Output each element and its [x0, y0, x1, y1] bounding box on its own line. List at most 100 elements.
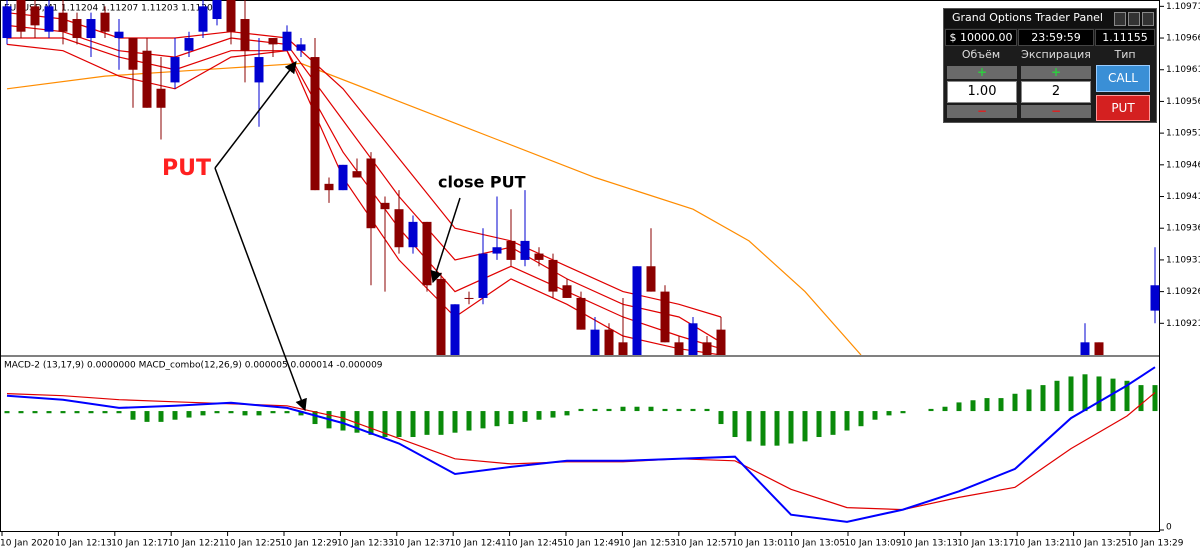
candle-body: [618, 342, 628, 355]
histogram-bar: [508, 411, 514, 425]
x-tick-label: 10 Jan 12:41: [450, 539, 507, 549]
candle-body: [548, 259, 558, 292]
time: 23:59:59: [1018, 29, 1094, 46]
candle-body: [2, 6, 12, 39]
histogram-bar: [130, 411, 136, 420]
expiration-input[interactable]: 2: [1021, 81, 1091, 103]
candle-body: [380, 202, 390, 210]
histogram-bar: [564, 411, 570, 416]
x-tick-label: 10 Jan 13:09: [845, 539, 902, 549]
candle-body: [212, 0, 222, 20]
x-tick-label: 10 Jan 12:45: [506, 539, 563, 549]
candle-body: [296, 44, 306, 51]
histogram-bar: [214, 411, 220, 414]
label: Экспирация: [1021, 48, 1091, 61]
candle-body: [170, 57, 180, 83]
candle-body: [44, 6, 54, 32]
title-bar: [944, 9, 1156, 28]
candle-body: [30, 6, 40, 26]
histogram-bar: [1124, 380, 1130, 412]
put-button[interactable]: PUT: [1096, 95, 1150, 121]
histogram-bar: [1026, 389, 1032, 412]
plus-button[interactable]: +: [1021, 66, 1091, 79]
histogram-bar: [4, 411, 10, 414]
histogram-bar: [172, 411, 178, 420]
histogram-bar: [1012, 393, 1018, 412]
histogram-bar: [620, 406, 626, 412]
plus-button[interactable]: +: [947, 66, 1017, 79]
histogram-bar: [340, 411, 346, 431]
x-tick-label: 10 Jan 13:29: [1127, 539, 1184, 549]
arrow: [214, 61, 297, 169]
histogram-bar: [732, 411, 738, 438]
candle-body: [114, 31, 124, 39]
candle-body: [310, 57, 320, 191]
candle-body: [436, 278, 446, 355]
histogram-bar: [186, 411, 192, 418]
candle-body: [86, 19, 96, 39]
candle-body: [156, 88, 166, 108]
histogram-bar: [158, 411, 164, 422]
candle-body: [184, 38, 194, 51]
annotation: PUT: [162, 156, 211, 181]
panel-title: Grand Options Trader Panel: [952, 11, 1103, 24]
balance: $ 10000.00: [945, 29, 1017, 46]
candle-body: [198, 6, 208, 32]
candle-body: [478, 253, 488, 298]
histogram-bar: [480, 411, 486, 429]
histogram-bar: [102, 411, 108, 414]
macd-plot: [4, 366, 1158, 523]
candle-body: [72, 19, 82, 39]
candle-body: [16, 0, 26, 32]
histogram-bar: [578, 408, 584, 412]
histogram-bar: [494, 411, 500, 427]
histogram-bar: [368, 411, 374, 435]
candle-body: [716, 329, 726, 355]
x-tick-label: 10 Jan 12:57: [675, 539, 732, 549]
histogram-bar: [844, 411, 850, 431]
indicator-line: [6, 366, 1156, 523]
histogram-bar: [522, 411, 528, 422]
histogram-bar: [984, 398, 990, 412]
trader-panel: Grand Options Trader Panel $ 10000.00 23…: [943, 8, 1157, 123]
histogram-bar: [606, 408, 612, 412]
histogram-bar: [256, 411, 262, 416]
histogram-bar: [312, 411, 318, 425]
x-tick-label: 10 Jan 12:37: [393, 539, 450, 549]
histogram-bar: [1138, 385, 1144, 412]
histogram-bar: [88, 411, 94, 414]
candle-body: [632, 266, 642, 355]
volume-input[interactable]: 1.00: [947, 81, 1017, 103]
candle-body: [58, 12, 68, 32]
x-tick-label: 10 Jan 13:17: [957, 539, 1014, 549]
y-tick-label: 1.10936: [1166, 224, 1200, 234]
minus-button[interactable]: −: [947, 105, 1017, 118]
window-button[interactable]: [1114, 12, 1126, 26]
histogram-bar: [830, 411, 836, 435]
histogram-bar: [928, 408, 934, 412]
histogram-bar: [662, 408, 668, 412]
candle-body: [702, 342, 712, 355]
minus-button[interactable]: −: [1021, 105, 1091, 118]
candle-body: [1150, 285, 1160, 311]
candle-body: [562, 285, 572, 298]
histogram-bar: [704, 408, 710, 412]
candle-body: [1094, 342, 1104, 355]
x-tick-label: 10 Jan 12:17: [111, 539, 168, 549]
histogram-bar: [382, 411, 388, 438]
candle-body: [128, 38, 138, 70]
window-button[interactable]: [1128, 12, 1140, 26]
histogram-bar: [74, 411, 80, 414]
candle-body: [660, 291, 670, 343]
window-button[interactable]: [1142, 12, 1154, 26]
x-tick-label: 10 Jan 13:13: [901, 539, 958, 549]
histogram-bar: [1110, 378, 1116, 412]
call-button[interactable]: CALL: [1096, 65, 1150, 92]
x-tick-label: 10 Jan 2020: [0, 539, 54, 549]
y-tick-label: 1.10921: [1166, 319, 1200, 329]
histogram-bar: [1096, 376, 1102, 412]
label: Объём: [961, 48, 1001, 61]
y-tick-label: 1.10941: [1166, 192, 1200, 202]
candle-body: [520, 240, 530, 260]
indicator-line: [6, 12, 722, 318]
